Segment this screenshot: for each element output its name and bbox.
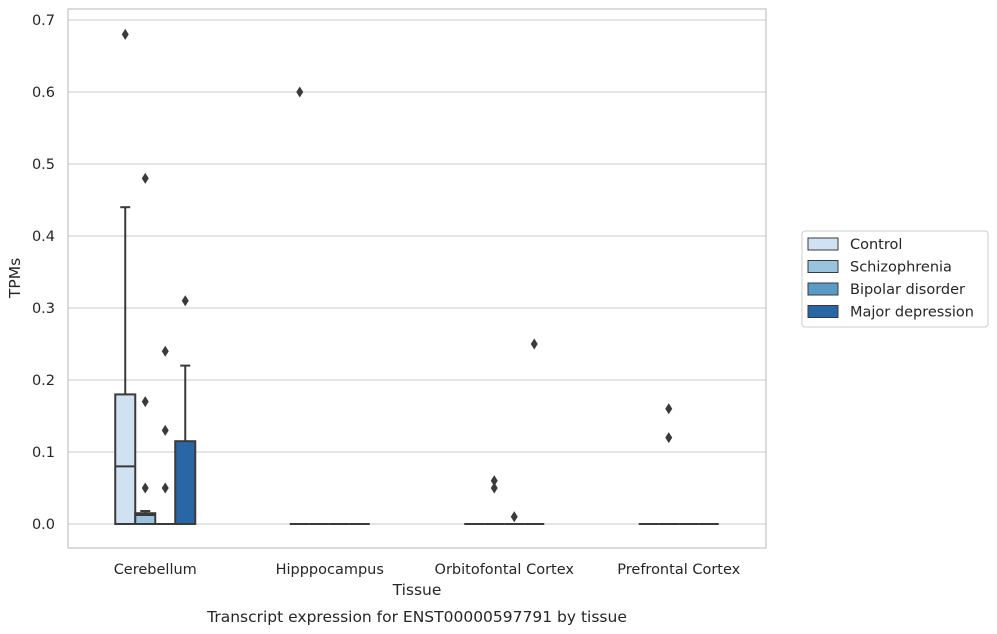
y-tick-label: 0.3 bbox=[32, 301, 55, 317]
legend-label: Bipolar disorder bbox=[850, 282, 965, 298]
box-schizophrenia bbox=[134, 172, 157, 526]
y-tick-label: 0.7 bbox=[32, 13, 55, 29]
grid-lines bbox=[68, 19, 766, 525]
box-bipolar-disorder bbox=[504, 511, 525, 525]
boxes bbox=[114, 28, 719, 526]
outlier-point bbox=[490, 475, 498, 487]
box-body bbox=[134, 512, 157, 526]
outlier-point bbox=[665, 403, 673, 415]
legend-swatch bbox=[807, 260, 839, 273]
y-axis-label: TPMs bbox=[6, 258, 24, 299]
legend-label: Schizophrenia bbox=[850, 260, 952, 276]
x-tick-label: Prefrontal Cortex bbox=[617, 562, 740, 578]
legend-label: Major depression bbox=[850, 305, 974, 321]
outlier-point bbox=[510, 511, 518, 523]
y-tick-label: 0.1 bbox=[32, 445, 55, 461]
outlier-point bbox=[665, 432, 673, 444]
box-major-depression bbox=[174, 295, 197, 526]
x-tick-label: Orbitofontal Cortex bbox=[435, 562, 575, 578]
outlier-point bbox=[161, 424, 169, 436]
outlier-point bbox=[296, 86, 304, 98]
outlier-point bbox=[141, 482, 149, 494]
box-major-depression bbox=[524, 338, 545, 525]
chart-title: Transcript expression for ENST0000059779… bbox=[206, 608, 627, 626]
legend-items: Control Schizophrenia Bipolar disorder Majo… bbox=[807, 237, 974, 321]
legend-label: Control bbox=[850, 237, 902, 253]
y-tick-label: 0.4 bbox=[32, 229, 55, 245]
box-control bbox=[289, 86, 310, 525]
box-control bbox=[114, 28, 137, 525]
box-body bbox=[174, 440, 197, 526]
outlier-point bbox=[121, 28, 129, 40]
box-body bbox=[114, 393, 137, 525]
y-tick-label: 0.0 bbox=[32, 517, 55, 533]
outlier-point bbox=[161, 345, 169, 357]
y-tick-labels: 0.0 0.1 0.2 0.3 0.4 0.5 0.6 0.7 bbox=[32, 13, 55, 533]
y-tick-label: 0.6 bbox=[32, 85, 55, 101]
plot-frame bbox=[67, 8, 767, 549]
x-axis-label: Tissue bbox=[392, 581, 442, 599]
outlier-point bbox=[181, 295, 189, 307]
x-tick-label: Hipppocampus bbox=[276, 562, 384, 578]
x-tick-label: Cerebellum bbox=[114, 562, 197, 578]
y-tick-label: 0.5 bbox=[32, 157, 55, 173]
legend-swatch bbox=[807, 305, 839, 318]
legend-swatch bbox=[807, 237, 839, 251]
legend: Control Schizophrenia Bipolar disorder Majo… bbox=[801, 230, 989, 328]
x-tick-labels: Cerebellum Hipppocampus Orbitofontal Corte… bbox=[114, 562, 741, 578]
box-schizophrenia bbox=[658, 403, 679, 525]
legend-swatch bbox=[807, 282, 839, 296]
outlier-point bbox=[161, 482, 169, 494]
box-bipolar-disorder bbox=[155, 345, 176, 525]
outlier-point bbox=[490, 482, 498, 494]
legend-frame bbox=[801, 230, 989, 328]
outlier-point bbox=[530, 338, 538, 350]
outlier-point bbox=[141, 172, 149, 184]
outlier-point bbox=[141, 396, 149, 408]
y-tick-label: 0.2 bbox=[32, 373, 55, 389]
box-schizophrenia bbox=[484, 475, 505, 525]
